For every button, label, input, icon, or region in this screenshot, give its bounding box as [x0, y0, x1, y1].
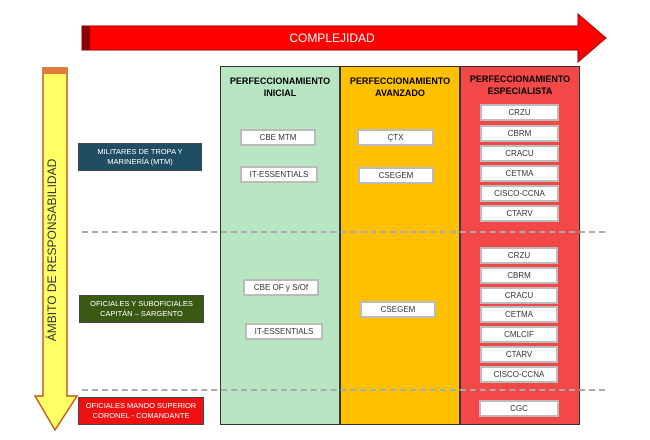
course-box: IT-ESSENTIALS — [240, 166, 318, 183]
label-line: MILITARES DE TROPA Y — [97, 147, 183, 156]
course-box: CTARV — [480, 346, 558, 363]
title-line: AVANZADO — [375, 88, 425, 98]
divider — [82, 231, 605, 233]
column-title: PERFECCIONAMIENTO AVANZADO — [341, 75, 459, 99]
label-line: CORONEL - COMANDANTE — [92, 411, 190, 420]
course-box: CBRM — [480, 267, 558, 284]
label-line: CAPITÁN – SARGENTO — [100, 309, 183, 318]
title-line: INICIAL — [263, 88, 297, 98]
course-box: CRZU — [480, 104, 559, 121]
label-line: OFICIALES MANDO SUPERIOR — [85, 401, 197, 410]
complexity-label: COMPLEJIDAD — [289, 31, 375, 45]
course-box: CBE MTM — [240, 129, 316, 146]
course-box: CISCO-CCNA — [480, 185, 559, 202]
responsibility-arrow — [33, 67, 79, 432]
label-line: OFICIALES Y SUBOFICIALES — [90, 299, 193, 308]
level-mando-superior: OFICIALES MANDO SUPERIOR CORONEL - COMAND… — [78, 397, 204, 425]
course-box: CGC — [479, 400, 559, 417]
course-box: CETMA — [480, 165, 559, 182]
title-line: PERFECCIONAMIENTO — [349, 76, 451, 86]
course-box: CMLCIF — [480, 326, 558, 343]
title-line: PERFECCIONAMIENTO — [469, 74, 571, 84]
complexity-arrow — [81, 12, 607, 64]
course-box: CRACU — [480, 287, 558, 304]
course-box: CISCO-CCNA — [480, 366, 558, 383]
divider — [82, 389, 605, 391]
course-box: CRZU — [480, 247, 558, 264]
column-title: PERFECCIONAMIENTO INICIAL — [221, 75, 339, 99]
course-box: CBE OF y S/Of — [243, 279, 319, 296]
column-title: PERFECCIONAMIENTO ESPECIALISTA — [461, 73, 579, 97]
level-oficiales: OFICIALES Y SUBOFICIALES CAPITÁN – SARGEN… — [79, 295, 204, 323]
column-avanzado: PERFECCIONAMIENTO AVANZADO — [340, 66, 460, 425]
course-box: CSEGEM — [360, 301, 436, 318]
label-line: MARINERÍA (MTM) — [107, 157, 173, 166]
course-box: CSEGEM — [358, 167, 434, 184]
course-box: IT-ESSENTIALS — [245, 323, 323, 340]
course-box: CRACU — [480, 145, 559, 162]
course-box: ÇTX — [357, 129, 434, 146]
course-box: CTARV — [480, 205, 559, 222]
level-mtm: MILITARES DE TROPA Y MARINERÍA (MTM) — [78, 143, 202, 171]
column-inicial: PERFECCIONAMIENTO INICIAL — [220, 66, 340, 425]
title-line: ESPECIALISTA — [487, 86, 553, 96]
responsibility-label: ÁMBITO DE RESPONSABILIDAD — [45, 158, 59, 342]
title-line: PERFECCIONAMIENTO — [229, 76, 331, 86]
course-box: CETMA — [480, 306, 558, 323]
course-box: CBRM — [480, 125, 559, 142]
